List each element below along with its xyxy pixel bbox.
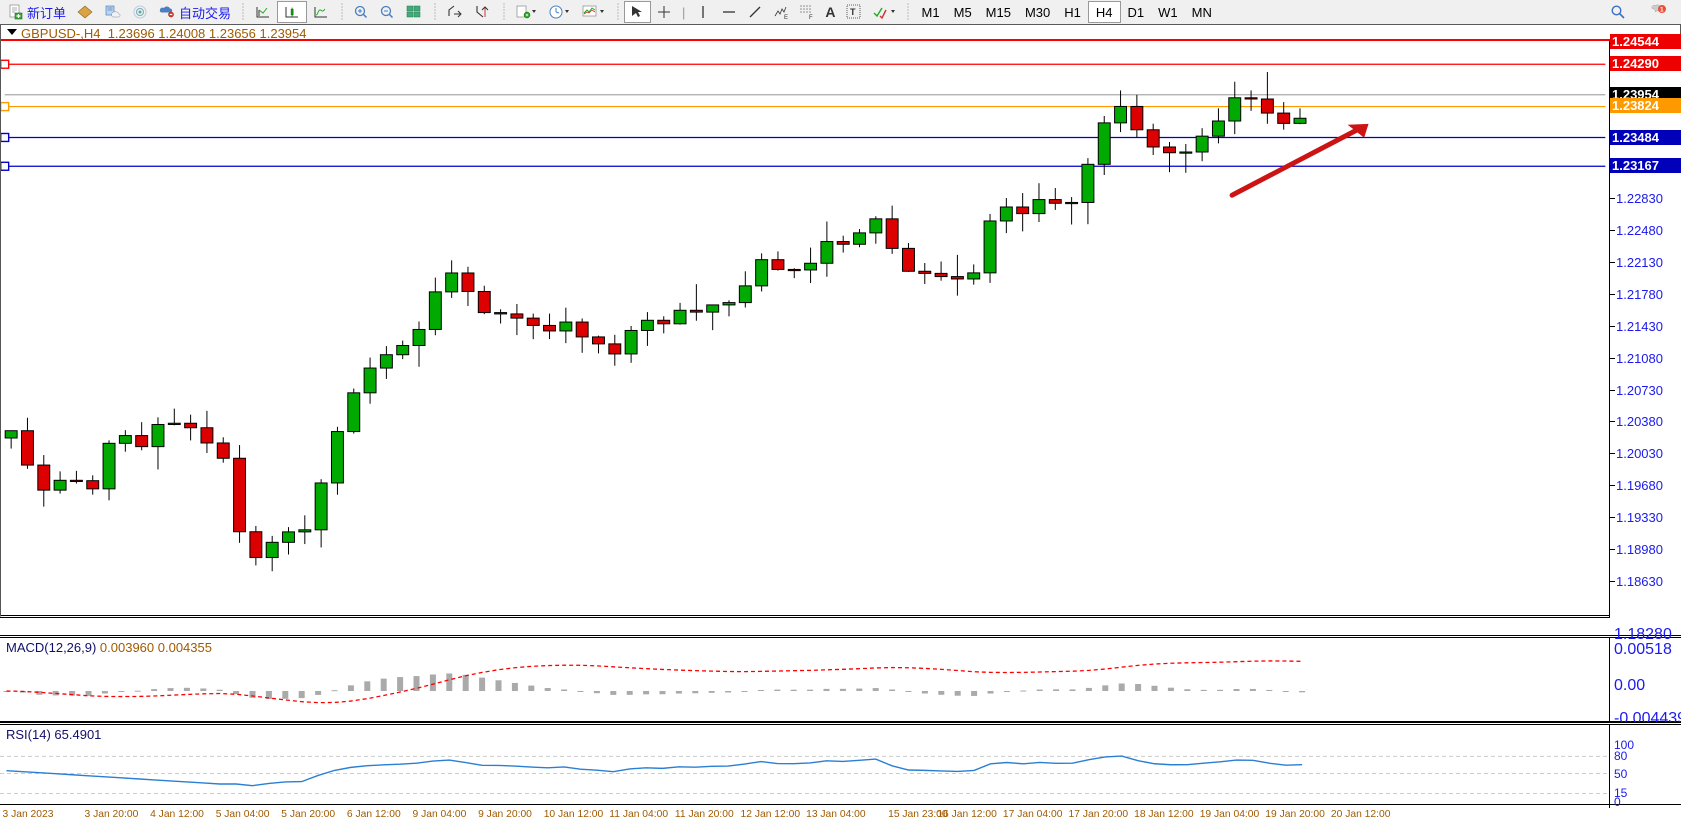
svg-text:T: T xyxy=(850,7,856,17)
svg-text:E: E xyxy=(784,15,788,20)
svg-text:F: F xyxy=(809,15,813,20)
svg-text:1: 1 xyxy=(1660,6,1664,13)
